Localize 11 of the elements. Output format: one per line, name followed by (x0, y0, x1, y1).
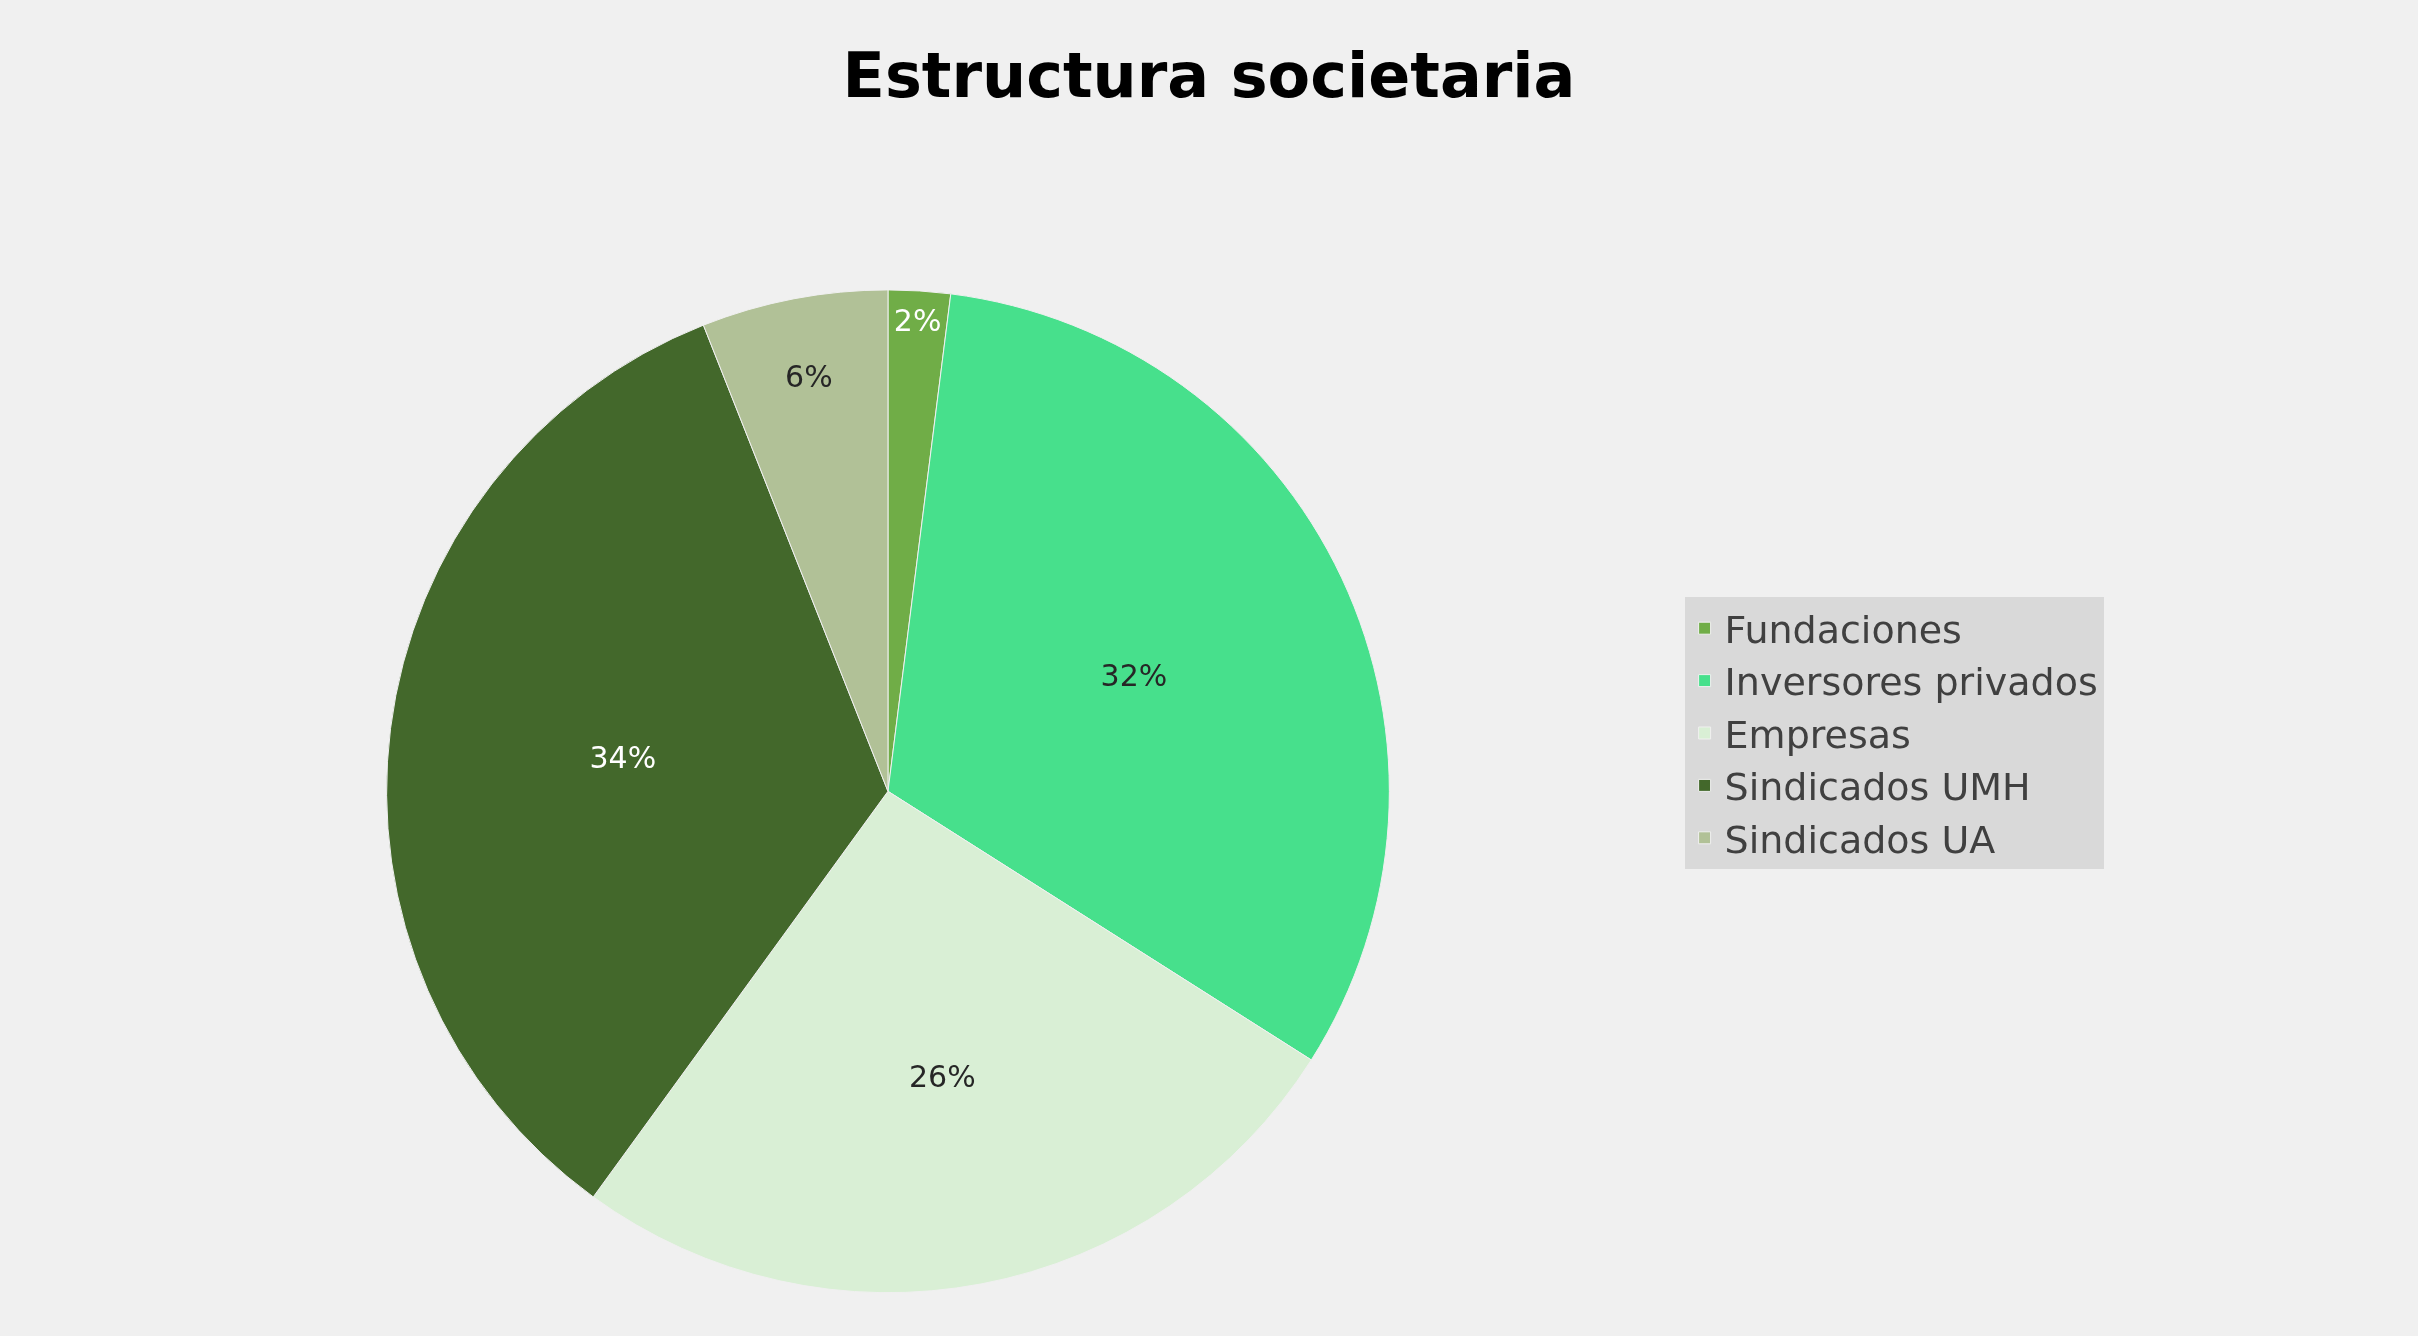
data-label: 6% (785, 359, 833, 395)
data-label: 26% (908, 1058, 976, 1094)
data-label: 34% (589, 740, 657, 776)
chart-title: Estructura societaria (842, 38, 1576, 112)
data-label: 2% (893, 302, 942, 338)
legend-label: Fundaciones (1724, 608, 1962, 653)
legend-label: Sindicados UMH (1724, 765, 2031, 810)
legend-label: Empresas (1724, 712, 1911, 757)
legend-label: Inversores privados (1724, 660, 2098, 705)
data-label: 32% (1100, 658, 1168, 694)
legend-label: Sindicados UA (1724, 817, 1996, 862)
